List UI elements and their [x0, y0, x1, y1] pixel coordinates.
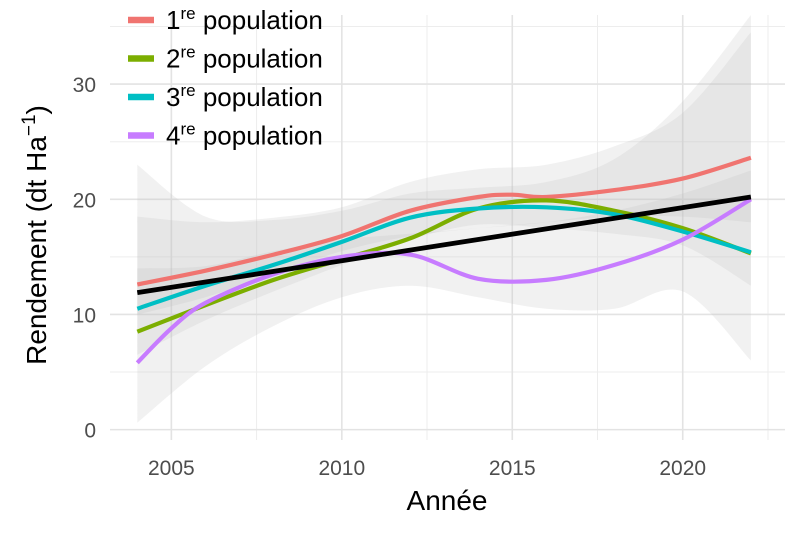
x-axis-tick-labels: 2005 2010 2015 2020 — [148, 457, 706, 480]
x-axis-label: Année — [407, 485, 488, 516]
y-tick-label: 10 — [73, 304, 96, 327]
series-lines — [135, 155, 752, 365]
confidence-band — [137, 15, 751, 423]
y-axis-label-sup: −1 — [19, 114, 40, 136]
major-gridlines — [110, 15, 785, 440]
x-tick-label: 2010 — [318, 457, 365, 480]
x-tick-label: 2020 — [659, 457, 706, 480]
x-tick-label: 2015 — [489, 457, 536, 480]
y-axis-label: Rendement (dt Ha−1) — [19, 105, 52, 365]
trend-line — [136, 194, 752, 295]
legend-label: 1re population — [166, 4, 323, 35]
y-axis-tick-labels: 0 10 20 30 — [73, 74, 96, 443]
legend: 1re population 2re population 3re populati… — [128, 4, 323, 151]
minor-gridlines — [110, 15, 785, 440]
y-axis-label-tail: ) — [21, 105, 52, 114]
confidence-bands — [137, 15, 751, 423]
y-tick-label: 20 — [73, 189, 96, 212]
legend-label: 2re population — [166, 43, 323, 74]
y-tick-label: 0 — [84, 420, 96, 443]
y-axis-label-base: Rendement (dt Ha — [21, 136, 52, 365]
legend-label: 3re population — [166, 81, 323, 112]
legend-label: 4re population — [166, 120, 323, 151]
series-line — [136, 198, 752, 334]
series-line — [135, 197, 752, 365]
x-tick-label: 2005 — [148, 457, 195, 480]
y-tick-label: 30 — [73, 74, 96, 97]
series-line — [136, 155, 752, 287]
